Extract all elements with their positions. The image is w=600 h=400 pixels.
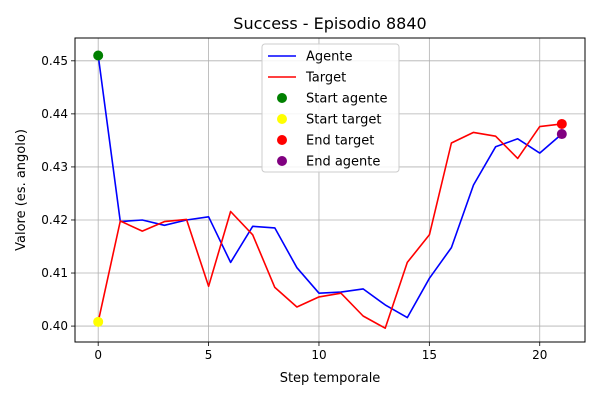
legend-swatch-end-agente [277,156,287,166]
start-end-markers [93,50,567,327]
legend-swatch-start-agente [277,93,287,103]
legend-swatch-start-target [277,114,287,124]
y-tick-label: 0.45 [41,54,68,68]
plot-frame [74,37,586,343]
series-line-target [97,123,562,330]
x-tick-label: 5 [205,348,213,362]
legend-label-end-target: End target [306,134,374,149]
axis-ticks: 0 5 10 15 20 0.40 0.41 0.42 0.43 0.44 0.45 [41,54,547,362]
marker-end-target [556,118,567,129]
legend-swatch-end-target [277,135,287,145]
series-lines [97,55,563,330]
x-tick-label: 15 [422,348,437,362]
x-tick-label: 10 [311,348,326,362]
y-tick-label: 0.40 [41,319,68,333]
series-line-agente [97,55,563,319]
legend-label-end-agente: End agente [306,155,380,170]
legend-label-target: Target [305,71,346,86]
x-tick-label: 0 [94,348,102,362]
y-tick-label: 0.42 [41,213,68,227]
marker-end-agente [556,129,567,140]
y-axis-label: Valore (es. angolo) [14,129,29,251]
legend: Agente Target Start agente Start target End … [261,43,400,173]
x-axis-label: Step temporale [280,371,381,386]
legend-label-agente: Agente [306,50,352,65]
legend-box [261,43,400,173]
chart-title: Success - Episodio 8840 [233,14,426,33]
y-tick-label: 0.41 [41,266,68,280]
legend-label-start-target: Start target [306,113,381,128]
legend-label-start-agente: Start agente [306,92,387,107]
y-tick-label: 0.43 [41,160,68,174]
marker-start-target [93,316,104,327]
marker-start-agente [93,50,104,61]
x-tick-label: 20 [532,348,547,362]
y-tick-label: 0.44 [41,107,68,121]
